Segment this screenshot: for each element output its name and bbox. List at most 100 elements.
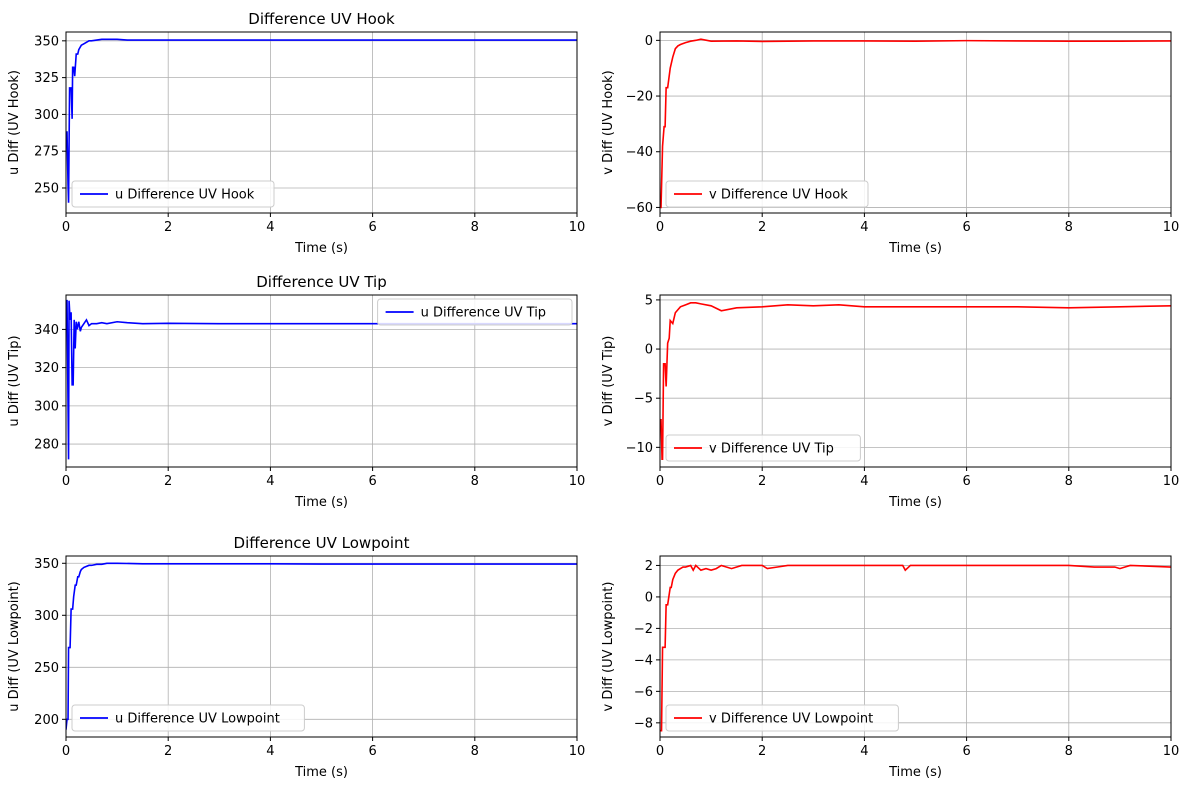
y-tick-label: 340 bbox=[34, 323, 59, 338]
x-tick-label: 0 bbox=[656, 220, 664, 235]
legend-box bbox=[377, 298, 573, 326]
x-tick-label: 2 bbox=[758, 744, 766, 759]
y-tick-label: 280 bbox=[34, 438, 59, 453]
legend-label: u Difference UV Lowpoint bbox=[115, 712, 280, 727]
y-axis-label: u Diff (UV Hook) bbox=[7, 70, 22, 175]
legend: v Difference UV Hook bbox=[665, 180, 869, 208]
legend-box bbox=[71, 180, 275, 208]
y-tick-label: 0 bbox=[645, 34, 653, 49]
x-axis-label: Time (s) bbox=[888, 765, 942, 780]
series-line bbox=[660, 564, 1171, 732]
subplot-6: 0 2 4 6 8 10 −8 −6 −4 −2 0 2 Time (s) v Diff (UV Lowp… bbox=[601, 555, 1180, 780]
legend: u Difference UV Lowpoint bbox=[71, 704, 305, 732]
y-tick-label: −60 bbox=[626, 201, 653, 216]
y-tick-label: 0 bbox=[645, 590, 653, 605]
axes-frame bbox=[65, 31, 578, 214]
y-tick-label: −10 bbox=[626, 441, 653, 456]
subplot-1: 0 2 4 6 8 10 250 275 300 325 350 Time (s) u Diff (UV… bbox=[7, 10, 585, 256]
x-tick-label: 2 bbox=[164, 220, 172, 235]
legend-label: v Difference UV Hook bbox=[709, 188, 848, 203]
series-line bbox=[660, 38, 1171, 209]
legend-box bbox=[665, 704, 899, 732]
chart-title: Difference UV Hook bbox=[248, 10, 395, 28]
x-axis-label: Time (s) bbox=[888, 241, 942, 256]
y-axis-label: v Diff (UV Tip) bbox=[601, 336, 616, 427]
x-tick-label: 2 bbox=[758, 220, 766, 235]
x-axis-label: Time (s) bbox=[294, 495, 348, 510]
x-axis-label: Time (s) bbox=[888, 495, 942, 510]
x-tick-label: 4 bbox=[266, 474, 274, 489]
y-tick-label: 2 bbox=[645, 559, 653, 574]
x-tick-label: 10 bbox=[1163, 744, 1180, 759]
x-tick-label: 10 bbox=[569, 744, 586, 759]
axes-frame bbox=[659, 294, 1172, 468]
y-tick-label: −20 bbox=[626, 90, 653, 105]
x-tick-label: 6 bbox=[368, 474, 376, 489]
subplot-4: 0 2 4 6 8 10 −10 −5 0 5 Time (s) v Diff (UV Tip) v D… bbox=[601, 293, 1179, 510]
chart-title: Difference UV Lowpoint bbox=[234, 534, 410, 552]
y-tick-label: 200 bbox=[34, 713, 59, 728]
y-tick-label: −2 bbox=[634, 622, 653, 637]
x-tick-label: 8 bbox=[1065, 474, 1073, 489]
x-tick-label: 6 bbox=[962, 474, 970, 489]
series-line bbox=[660, 302, 1171, 460]
legend: v Difference UV Tip bbox=[665, 434, 861, 462]
x-tick-label: 8 bbox=[471, 220, 479, 235]
x-tick-label: 4 bbox=[266, 744, 274, 759]
x-tick-label: 10 bbox=[1163, 220, 1180, 235]
y-tick-label: −5 bbox=[634, 392, 653, 407]
y-tick-label: 350 bbox=[34, 34, 59, 49]
y-axis-label: v Diff (UV Lowpoint) bbox=[601, 582, 616, 712]
y-axis-label: u Diff (UV Tip) bbox=[7, 335, 22, 426]
y-tick-label: 275 bbox=[34, 145, 59, 160]
x-axis-label: Time (s) bbox=[294, 765, 348, 780]
x-tick-label: 4 bbox=[860, 220, 868, 235]
x-axis-label: Time (s) bbox=[294, 241, 348, 256]
x-tick-label: 10 bbox=[569, 220, 586, 235]
x-tick-label: 4 bbox=[266, 220, 274, 235]
series-line bbox=[66, 562, 577, 730]
chart-title: Difference UV Tip bbox=[256, 273, 387, 291]
x-tick-label: 8 bbox=[1065, 220, 1073, 235]
subplot-2: 0 2 4 6 8 10 −60 −40 −20 0 Time (s) v Diff (UV Hook… bbox=[601, 31, 1180, 256]
x-tick-label: 0 bbox=[656, 474, 664, 489]
legend-box bbox=[665, 180, 869, 208]
legend-box bbox=[71, 704, 305, 732]
y-axis-label: v Diff (UV Hook) bbox=[601, 70, 616, 174]
legend: u Difference UV Tip bbox=[377, 298, 573, 326]
x-tick-label: 4 bbox=[860, 474, 868, 489]
x-tick-label: 6 bbox=[368, 744, 376, 759]
x-tick-label: 10 bbox=[1163, 474, 1180, 489]
x-tick-label: 10 bbox=[569, 474, 586, 489]
y-tick-label: 300 bbox=[34, 609, 59, 624]
x-tick-label: 2 bbox=[164, 744, 172, 759]
series-line bbox=[66, 38, 577, 203]
y-tick-label: 5 bbox=[645, 293, 653, 308]
y-tick-label: 300 bbox=[34, 108, 59, 123]
y-tick-label: 250 bbox=[34, 181, 59, 196]
y-tick-label: 250 bbox=[34, 661, 59, 676]
y-tick-label: −40 bbox=[626, 145, 653, 160]
x-tick-label: 8 bbox=[471, 474, 479, 489]
x-tick-label: 2 bbox=[164, 474, 172, 489]
legend-box bbox=[665, 434, 861, 462]
x-tick-label: 4 bbox=[860, 744, 868, 759]
x-tick-label: 8 bbox=[1065, 744, 1073, 759]
subplot-5: 0 2 4 6 8 10 200 250 300 350 Time (s) u Diff (UV Lo… bbox=[7, 534, 585, 780]
y-tick-label: 350 bbox=[34, 557, 59, 572]
y-tick-label: −8 bbox=[634, 716, 653, 731]
x-tick-label: 2 bbox=[758, 474, 766, 489]
series-line bbox=[66, 299, 577, 460]
x-tick-label: 0 bbox=[62, 744, 70, 759]
axes-frame bbox=[65, 555, 578, 738]
x-tick-label: 6 bbox=[962, 744, 970, 759]
x-tick-label: 6 bbox=[368, 220, 376, 235]
legend-label: u Difference UV Hook bbox=[115, 188, 255, 203]
subplot-3: 0 2 4 6 8 10 280 300 320 340 Time (s) u Diff (UV Ti… bbox=[7, 273, 585, 510]
axes-frame bbox=[659, 555, 1172, 738]
y-tick-label: 320 bbox=[34, 361, 59, 376]
legend: v Difference UV Lowpoint bbox=[665, 704, 899, 732]
y-tick-label: 300 bbox=[34, 399, 59, 414]
y-tick-label: 0 bbox=[645, 343, 653, 358]
